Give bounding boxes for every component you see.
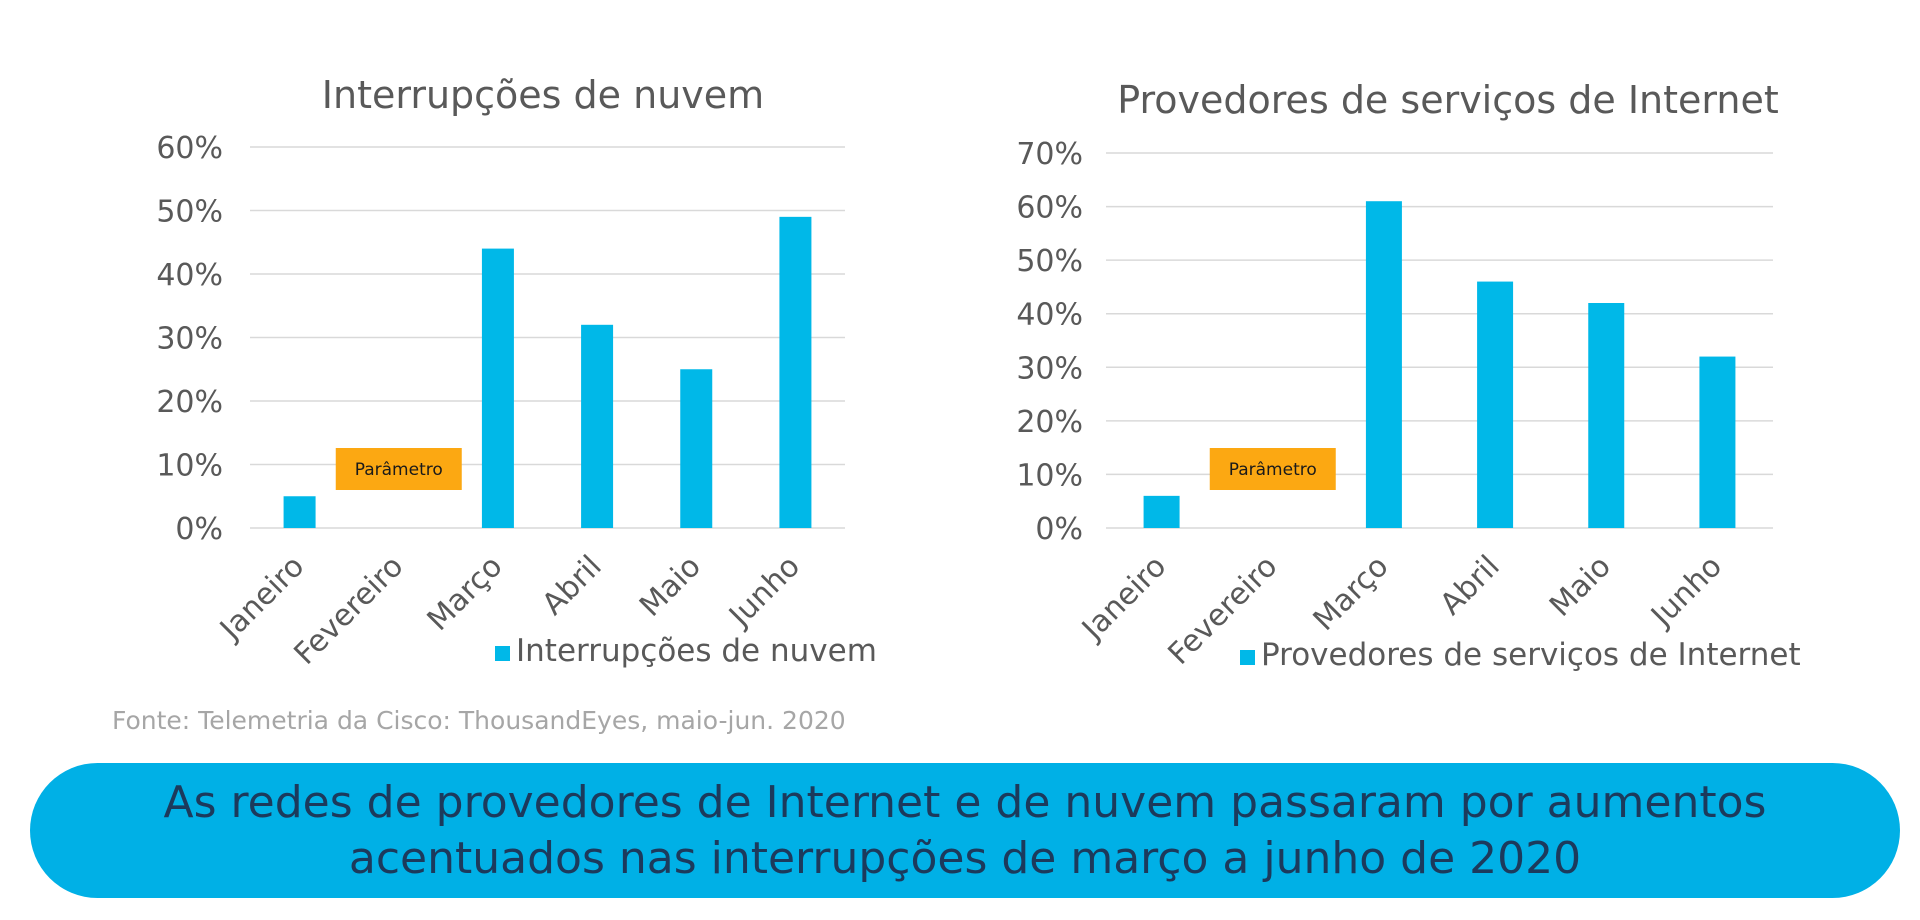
bar	[1365, 201, 1402, 528]
legend-swatch	[1240, 650, 1255, 665]
bar	[481, 248, 514, 528]
bar	[1588, 303, 1625, 528]
y-tick-label: 0%	[1035, 512, 1083, 547]
legend-label: Interrupções de nuvem	[516, 633, 877, 669]
chart-isp-outages: Provedores de serviços de Internet 0% 10% 2…	[1016, 78, 1801, 673]
y-tick-label: 10%	[1016, 458, 1083, 493]
y-tick-label: 50%	[156, 195, 223, 230]
legend-label: Provedores de serviços de Internet	[1261, 637, 1801, 673]
annotation-box	[1209, 448, 1336, 490]
bar	[283, 496, 316, 528]
x-category-label: Março	[1307, 549, 1396, 638]
y-tick-label: 40%	[1016, 298, 1083, 333]
source-note: Fonte: Telemetria da Cisco: ThousandEyes…	[112, 706, 846, 735]
bar	[779, 216, 812, 528]
legend-swatch	[495, 646, 510, 661]
y-tick-label: 0%	[175, 512, 223, 547]
annotation-label: Parâmetro	[1229, 460, 1317, 480]
chart-cloud-outages: Interrupções de nuvem 0% 10% 20% 30% 40% 50% 60…	[156, 73, 877, 672]
y-tick-label: 20%	[1016, 405, 1083, 440]
summary-banner: As redes de provedores de Internet e de …	[30, 763, 1900, 898]
bar	[680, 369, 713, 528]
y-tick-label: 60%	[156, 131, 223, 166]
x-category-label: Abril	[1433, 549, 1506, 622]
banner-line-2: acentuados nas interrupções de março a j…	[348, 832, 1582, 884]
annotation-box	[335, 448, 462, 490]
y-tick-label: 70%	[1016, 137, 1083, 172]
y-tick-label: 60%	[1016, 191, 1083, 226]
x-category-label: Maio	[1543, 549, 1618, 624]
y-tick-label: 10%	[156, 449, 223, 484]
bar	[1143, 495, 1180, 528]
annotation-label: Parâmetro	[355, 460, 443, 480]
y-tick-label: 50%	[1016, 244, 1083, 279]
x-category-label: Janeiro	[1074, 549, 1173, 648]
y-tick-label: 20%	[156, 385, 223, 420]
chart-title: Interrupções de nuvem	[322, 73, 764, 117]
y-tick-label: 40%	[156, 258, 223, 293]
y-tick-label: 30%	[1016, 351, 1083, 386]
y-tick-label: 30%	[156, 322, 223, 357]
chart-title: Provedores de serviços de Internet	[1117, 78, 1778, 122]
banner-line-1: As redes de provedores de Internet e de …	[163, 776, 1767, 828]
bar	[1699, 356, 1736, 528]
bar	[581, 324, 614, 528]
bar	[1477, 281, 1514, 528]
x-category-label: Junho	[1643, 549, 1729, 635]
